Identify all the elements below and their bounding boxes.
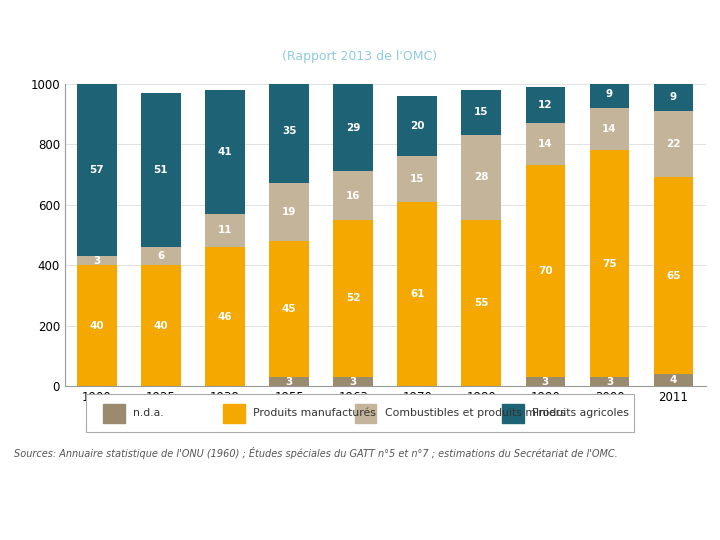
Bar	[462, 135, 501, 220]
Bar	[269, 377, 309, 386]
Bar	[333, 84, 373, 171]
Bar	[654, 111, 693, 178]
Bar	[77, 265, 117, 386]
Text: Produits manufacturés: Produits manufacturés	[253, 408, 376, 418]
Text: Structure des exportations mondiales de marchandises par produit: Structure des exportations mondiales de …	[55, 20, 665, 35]
Text: 41: 41	[217, 147, 233, 157]
Text: 3: 3	[541, 376, 549, 387]
Text: Produits agricoles: Produits agricoles	[532, 408, 629, 418]
Bar	[223, 403, 245, 422]
Bar	[526, 123, 565, 165]
Bar	[205, 214, 245, 247]
Bar	[77, 256, 117, 265]
Text: Sources: Annuaire statistique de l'ONU (1960) ; Études spéciales du GATT n°5 et : Sources: Annuaire statistique de l'ONU (…	[14, 447, 618, 459]
Bar	[397, 201, 437, 386]
Bar	[333, 220, 373, 377]
Text: 51: 51	[153, 165, 168, 175]
Bar	[590, 80, 629, 108]
Text: 65: 65	[666, 271, 681, 281]
Text: 29: 29	[346, 123, 360, 132]
Text: 35: 35	[282, 126, 297, 136]
Bar	[590, 108, 629, 150]
Bar	[654, 84, 693, 111]
Bar	[590, 150, 629, 377]
Text: 3: 3	[93, 255, 101, 266]
Bar	[205, 90, 245, 214]
Text: 57: 57	[89, 165, 104, 175]
Bar	[333, 377, 373, 386]
Bar	[526, 165, 565, 377]
Bar	[269, 241, 309, 377]
Text: 40: 40	[153, 321, 168, 330]
Text: 52: 52	[346, 293, 361, 303]
Bar	[590, 377, 629, 386]
Bar	[503, 403, 524, 422]
Bar	[141, 247, 181, 265]
Text: 9: 9	[670, 92, 677, 102]
Text: 22: 22	[666, 139, 681, 149]
Text: 3: 3	[285, 376, 293, 387]
Bar	[526, 87, 565, 123]
Text: 12: 12	[538, 100, 553, 110]
Text: 15: 15	[410, 174, 425, 184]
Text: n.d.a.: n.d.a.	[133, 408, 163, 418]
Text: 45: 45	[282, 304, 297, 314]
Bar	[462, 90, 501, 135]
Text: 75: 75	[602, 259, 617, 268]
Bar	[141, 93, 181, 247]
Text: 16: 16	[346, 191, 361, 200]
Text: 3: 3	[349, 376, 357, 387]
Bar	[103, 403, 125, 422]
Bar	[269, 184, 309, 241]
Bar	[77, 84, 117, 256]
Text: Combustibles et produits miniers: Combustibles et produits miniers	[384, 408, 565, 418]
Bar	[354, 403, 377, 422]
Text: 46: 46	[217, 312, 233, 321]
Text: 14: 14	[538, 139, 553, 149]
Bar	[654, 374, 693, 386]
Bar	[654, 178, 693, 374]
Text: 9: 9	[606, 89, 613, 99]
Text: 15: 15	[474, 107, 489, 117]
Text: 14: 14	[602, 124, 617, 134]
Bar	[397, 156, 437, 201]
Text: 70: 70	[538, 266, 553, 276]
Text: 3: 3	[606, 376, 613, 387]
Text: 61: 61	[410, 289, 425, 299]
Text: 55: 55	[474, 298, 489, 308]
Text: 20: 20	[410, 121, 425, 131]
Bar	[205, 247, 245, 386]
Text: 4: 4	[670, 375, 678, 385]
Text: (Rapport 2013 de l'OMC): (Rapport 2013 de l'OMC)	[282, 50, 438, 63]
Text: 28: 28	[474, 172, 489, 183]
Bar	[269, 78, 309, 184]
Bar	[526, 377, 565, 386]
Bar	[462, 220, 501, 386]
Bar	[141, 265, 181, 386]
Text: 19: 19	[282, 207, 296, 217]
Text: 40: 40	[89, 321, 104, 330]
Text: 11: 11	[217, 225, 233, 235]
Bar	[397, 96, 437, 156]
Text: 6: 6	[157, 251, 165, 261]
Bar	[333, 171, 373, 220]
